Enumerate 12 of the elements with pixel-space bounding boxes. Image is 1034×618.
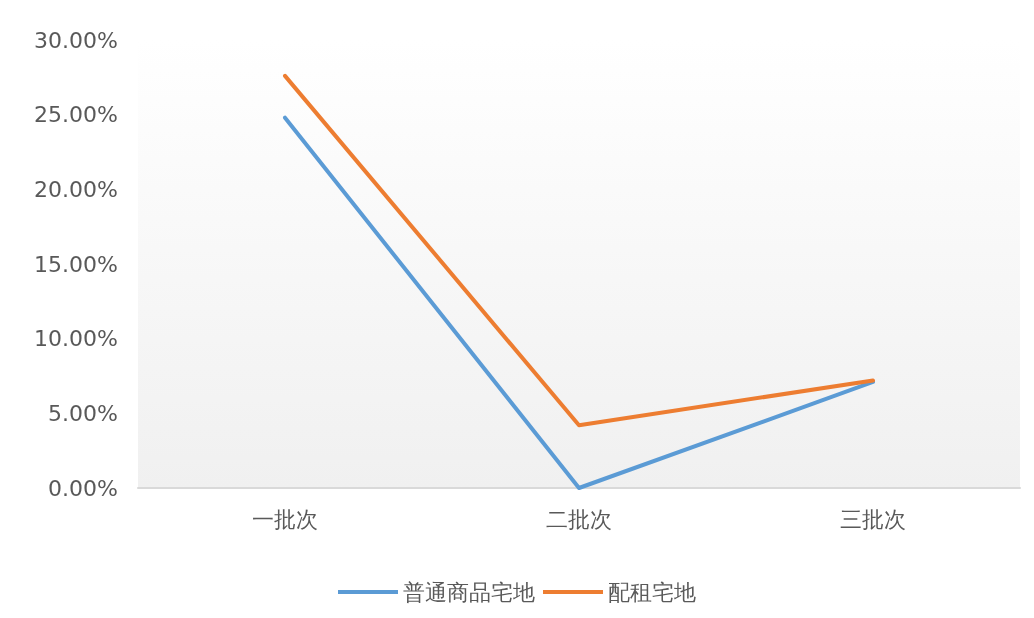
x-tick-label: 二批次 — [546, 506, 612, 532]
x-tick-label: 一批次 — [252, 506, 318, 532]
y-tick-label: 10.00% — [34, 326, 118, 352]
y-tick-label: 30.00% — [34, 27, 118, 53]
y-tick-label: 15.00% — [34, 251, 118, 277]
legend-label: 配租宅地 — [608, 579, 696, 605]
y-tick-label: 5.00% — [48, 400, 118, 426]
y-tick-label: 0.00% — [48, 475, 118, 501]
legend-label: 普通商品宅地 — [403, 579, 535, 605]
y-tick-label: 20.00% — [34, 176, 118, 202]
y-tick-label: 25.00% — [34, 102, 118, 128]
x-tick-label: 三批次 — [840, 506, 906, 532]
